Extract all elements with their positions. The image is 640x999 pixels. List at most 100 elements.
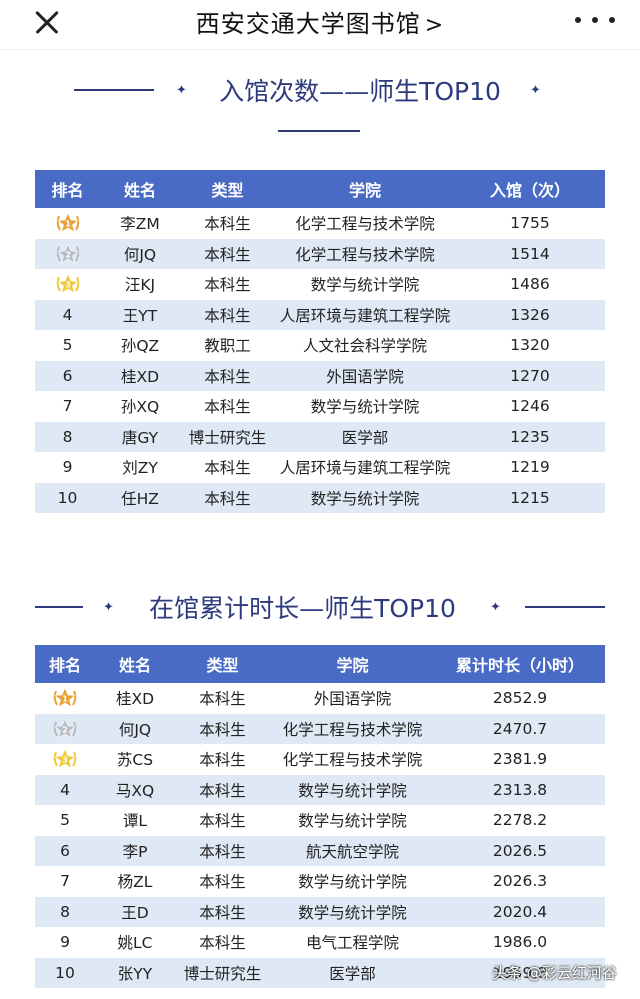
cell-name: 何JQ — [95, 713, 175, 744]
svg-text:2: 2 — [62, 725, 68, 734]
cell-college: 航天航空学院 — [270, 835, 435, 866]
cell-rank: 4 — [35, 299, 100, 330]
section1-title: 入馆次数——师生TOP10 — [219, 77, 501, 106]
cell-college: 数学与统计学院 — [298, 812, 407, 831]
cell-type: 本科生 — [180, 299, 275, 330]
cell-name: 马XQ — [95, 774, 175, 805]
chevron-right-icon: > — [424, 13, 445, 38]
cell-name: 孙QZ — [120, 337, 160, 356]
table-row: 3 苏CS 本科生 化学工程与技术学院 2381.9 — [35, 744, 605, 775]
cell-college: 数学与统计学院 — [270, 896, 435, 927]
cell-college: 数学与统计学院 — [275, 482, 455, 513]
cell-rank: 4 — [35, 774, 95, 805]
table-row: 5 孙QZ 教职工 人文社会科学学院 1320 — [35, 330, 605, 361]
bronze-medal-icon: 3 — [53, 748, 77, 769]
more-dots-icon[interactable] — [575, 10, 615, 30]
cell-rank: 1 — [35, 208, 100, 239]
cell-college: 化学工程与技术学院 — [270, 713, 435, 744]
cell-type: 博士研究生 — [175, 957, 270, 988]
table-row: 9 刘ZY 本科生 人居环境与建筑工程学院 1219 — [35, 452, 605, 483]
cell-rank: 8 — [35, 896, 95, 927]
column-header: 累计时长（小时） — [435, 645, 605, 683]
cell-college: 人居环境与建筑工程学院 — [279, 459, 451, 478]
table-row: 4 王YT 本科生 人居环境与建筑工程学院 1326 — [35, 299, 605, 330]
column-header: 姓名 — [95, 645, 175, 683]
svg-text:1: 1 — [65, 220, 71, 229]
silver-medal-icon: 2 — [53, 717, 77, 739]
cell-college: 人居环境与建筑工程学院 — [275, 299, 455, 330]
silver-medal-icon: 2 — [56, 242, 79, 264]
cell-name: 王D — [95, 896, 175, 927]
cell-value: 1219 — [510, 458, 550, 477]
cell-name: 谭L — [122, 812, 148, 831]
cell-college: 医学部 — [275, 421, 455, 452]
gold-medal-icon: 1 — [53, 687, 77, 708]
entry-count-table: 排名 姓名 类型 学院 入馆（次） 1 李ZM 本科生 化学工程与技术学院 1755 2 何JQ 本科… — [35, 170, 605, 513]
cell-type: 博士研究生 — [180, 421, 275, 452]
cell-college: 医学部 — [270, 957, 435, 988]
cell-college: 数学与统计学院 — [310, 398, 420, 417]
cell-rank: 5 — [60, 811, 70, 830]
cell-type: 本科生 — [204, 398, 251, 417]
table-row: 2 何JQ 本科生 化学工程与技术学院 1514 — [35, 238, 605, 269]
table-row: 7 杨ZL 本科生 数学与统计学院 2026.3 — [35, 866, 605, 897]
svg-text:1: 1 — [62, 695, 68, 704]
cell-college: 人文社会科学学院 — [302, 337, 427, 356]
cell-value: 2852.9 — [492, 689, 548, 708]
cell-name: 桂XD — [100, 360, 180, 391]
cell-college: 电气工程学院 — [305, 934, 399, 953]
section1-left-star-icon: ✦ — [176, 83, 187, 98]
section2-title: 在馆累计时长—师生TOP10 — [149, 594, 456, 623]
svg-text:3: 3 — [62, 756, 68, 765]
section2-right-line — [525, 606, 605, 608]
section1-left-line — [74, 89, 154, 91]
cell-name: 汪KJ — [124, 276, 156, 295]
table-row: 4 马XQ 本科生 数学与统计学院 2313.8 — [35, 774, 605, 805]
table-row: 9 姚LC 本科生 电气工程学院 1986.0 — [35, 927, 605, 958]
cell-college: 数学与统计学院 — [270, 774, 435, 805]
cell-value: 1270 — [455, 360, 605, 391]
cell-rank: 5 — [62, 336, 73, 355]
page-title[interactable]: 西安交通大学图书馆 > — [0, 4, 640, 39]
column-header: 排名 — [35, 170, 100, 208]
cell-college: 化学工程与技术学院 — [295, 215, 435, 234]
table-row: 8 唐GY 博士研究生 医学部 1235 — [35, 421, 605, 452]
table-row: 8 王D 本科生 数学与统计学院 2020.4 — [35, 896, 605, 927]
cell-name: 李P — [95, 835, 175, 866]
watermark: 头条 @彩云红河谷 — [492, 964, 617, 982]
table-header-row: 排名 姓名 类型 学院 累计时长（小时） — [35, 645, 605, 683]
cell-type: 教职工 — [204, 337, 251, 356]
cell-type: 本科生 — [180, 238, 275, 269]
cell-college: 外国语学院 — [313, 690, 392, 709]
column-header: 入馆（次） — [455, 170, 605, 208]
section2-right-star-icon: ✦ — [490, 600, 501, 615]
cell-rank: 8 — [35, 421, 100, 452]
table-row: 10 张YY 博士研究生 医学部 1959.8 — [35, 957, 605, 988]
cell-type: 本科生 — [180, 360, 275, 391]
cell-rank: 3 — [35, 744, 95, 775]
svg-text:3: 3 — [65, 281, 71, 290]
cell-value: 2313.8 — [435, 774, 605, 805]
table-row: 1 桂XD 本科生 外国语学院 2852.9 — [35, 683, 605, 714]
cell-name: 张YY — [95, 957, 175, 988]
cell-rank: 3 — [35, 269, 100, 300]
cell-rank: 1 — [35, 683, 95, 714]
cell-value: 2381.9 — [492, 750, 548, 769]
cell-name: 任HZ — [100, 482, 180, 513]
cell-value: 1215 — [455, 482, 605, 513]
cell-rank: 9 — [60, 933, 70, 952]
cell-college: 外国语学院 — [275, 360, 455, 391]
cell-type: 本科生 — [199, 812, 246, 831]
cell-rank: 10 — [35, 957, 95, 988]
svg-text:2: 2 — [65, 250, 71, 259]
page-title-text: 西安交通大学图书馆 — [195, 10, 421, 38]
cell-rank: 6 — [35, 360, 100, 391]
cell-value: 1755 — [510, 214, 550, 233]
table-row: 5 谭L 本科生 数学与统计学院 2278.2 — [35, 805, 605, 836]
cell-name: 桂XD — [115, 690, 155, 709]
cell-value: 2020.4 — [435, 896, 605, 927]
cell-value: 1514 — [455, 238, 605, 269]
cell-value: 2026.5 — [435, 835, 605, 866]
cell-rank: 2 — [35, 713, 95, 744]
cell-type: 本科生 — [204, 459, 251, 478]
